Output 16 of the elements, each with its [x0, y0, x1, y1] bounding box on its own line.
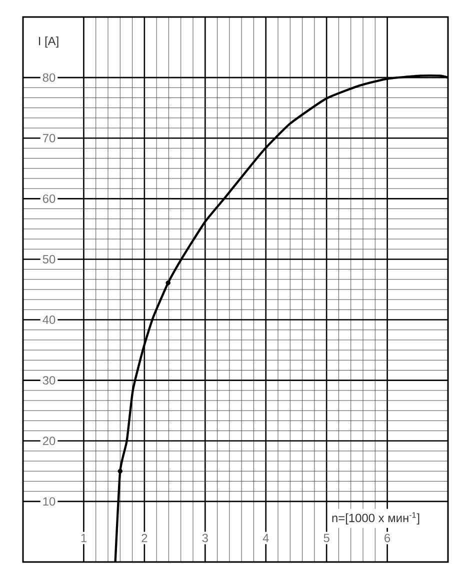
- y-tick-label: 70: [42, 134, 56, 142]
- y-tick-label: 30: [42, 376, 56, 385]
- y-tick-label: 50: [42, 254, 56, 264]
- y-tick-label: 20: [42, 436, 56, 446]
- y-tick-label: 80: [42, 73, 56, 82]
- x-tick-label: 5: [324, 534, 330, 542]
- x-tick-label: 4: [262, 534, 269, 542]
- x-tick-label: 6: [384, 534, 390, 542]
- x-axis-title: n=[1000 x мин$^{-1}$]: [332, 512, 420, 525]
- y-tick-label: 40: [42, 316, 56, 324]
- x-tick-label: 1: [81, 534, 86, 542]
- y-tick-label: 60: [42, 194, 56, 203]
- x-tick-label: 3: [202, 534, 208, 542]
- y-tick-label: 10: [43, 497, 56, 506]
- y-axis-title: I [A]: [38, 36, 58, 48]
- x-tick-label: 2: [142, 534, 148, 542]
